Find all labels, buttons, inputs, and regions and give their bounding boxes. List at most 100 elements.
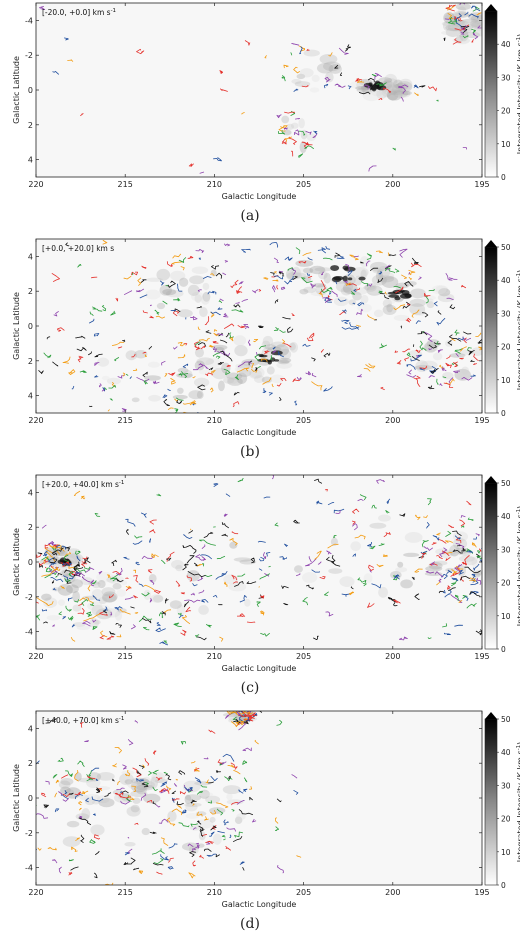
contour-line xyxy=(278,125,286,132)
contour-line xyxy=(388,254,397,257)
contour-line xyxy=(239,719,251,723)
contour-line xyxy=(324,591,329,596)
contour-line xyxy=(442,376,447,378)
contour-line xyxy=(268,392,273,396)
contour-line xyxy=(471,542,477,548)
y-tick-label: 0 xyxy=(28,794,33,803)
contour-line xyxy=(295,573,301,577)
contour-line xyxy=(90,602,95,607)
contour-line xyxy=(378,97,383,101)
emission-blob xyxy=(90,824,105,836)
contour-line xyxy=(290,52,293,56)
emission-blob xyxy=(202,282,210,291)
contour-line xyxy=(428,344,437,349)
contour-line xyxy=(239,861,245,865)
contour-line xyxy=(448,524,455,528)
contour-line xyxy=(225,845,231,851)
contour-line xyxy=(77,264,82,268)
contour-line xyxy=(187,570,206,578)
contour-line xyxy=(189,787,193,792)
contour-line xyxy=(272,279,279,282)
emission-blob xyxy=(410,288,426,299)
emission-blob xyxy=(409,298,426,307)
emission-blob xyxy=(112,583,122,590)
emission-blob xyxy=(454,368,471,381)
contour-line xyxy=(439,547,448,558)
emission-blob xyxy=(175,564,183,572)
contour-line xyxy=(264,351,270,355)
contour-line xyxy=(65,605,72,612)
x-tick-label: 210 xyxy=(207,416,222,425)
contour-line xyxy=(210,775,218,782)
emission-blob xyxy=(185,802,198,812)
contour-line xyxy=(199,539,216,546)
contour-line xyxy=(284,543,289,547)
contour-line xyxy=(155,776,163,781)
contour-line xyxy=(200,554,213,560)
contour-line xyxy=(357,79,365,83)
contour-line xyxy=(357,374,362,378)
y-tick-label: 0 xyxy=(28,322,33,331)
contour-line xyxy=(186,555,195,564)
contour-line xyxy=(464,555,470,566)
emission-blob xyxy=(150,594,164,603)
emission-blob xyxy=(311,74,320,83)
contour-line xyxy=(473,363,477,365)
emission-blob xyxy=(330,537,338,547)
contour-line xyxy=(102,387,106,392)
contour-line xyxy=(225,713,231,719)
emission-blob xyxy=(383,83,398,93)
emission-blob xyxy=(415,360,429,373)
emission-blob xyxy=(296,73,306,80)
contour-line xyxy=(161,360,166,366)
contour-line xyxy=(448,377,454,383)
emission-blob xyxy=(151,772,166,784)
contour-line xyxy=(385,510,390,514)
contour-line xyxy=(210,825,217,831)
contour-line xyxy=(192,547,197,554)
emission-blob xyxy=(205,795,221,804)
contour-line xyxy=(154,309,160,315)
contour-line xyxy=(134,720,138,724)
contour-line xyxy=(470,359,475,362)
emission-blob xyxy=(79,794,89,801)
contour-line xyxy=(164,373,168,377)
contour-line xyxy=(111,381,116,388)
contour-line xyxy=(194,346,201,351)
contour-line xyxy=(445,556,451,561)
contour-line xyxy=(123,556,130,560)
emission-peak xyxy=(274,359,280,362)
contour-line xyxy=(235,301,240,304)
contour-line xyxy=(273,275,284,280)
emission-blob xyxy=(156,302,166,310)
contour-line xyxy=(171,808,183,816)
contour-line xyxy=(177,354,186,359)
contour-line xyxy=(149,529,156,534)
contour-line xyxy=(371,504,377,509)
contour-line xyxy=(78,602,84,606)
contour-line xyxy=(464,595,469,602)
colorbar-extend-arrow xyxy=(485,712,497,719)
contour-line xyxy=(313,130,318,135)
contour-line xyxy=(49,544,56,549)
emission-blob xyxy=(41,593,52,601)
contour-line xyxy=(223,368,231,375)
contour-line xyxy=(91,276,98,279)
contour-line xyxy=(74,791,81,796)
x-tick-label: 205 xyxy=(296,652,311,661)
contour-line xyxy=(334,83,346,88)
colorbar xyxy=(484,718,498,886)
contour-line xyxy=(215,570,228,580)
contour-line xyxy=(347,85,352,90)
contour-line xyxy=(374,72,382,80)
contour-line xyxy=(166,261,173,267)
contour-line xyxy=(322,257,333,261)
contour-line xyxy=(351,520,356,525)
emission-peak xyxy=(358,276,366,281)
emission-blob xyxy=(58,780,71,789)
contour-line xyxy=(325,245,331,250)
contour-line xyxy=(479,559,482,562)
contour-line xyxy=(133,569,136,574)
emission-blob xyxy=(124,779,133,785)
emission-layer xyxy=(36,711,302,885)
